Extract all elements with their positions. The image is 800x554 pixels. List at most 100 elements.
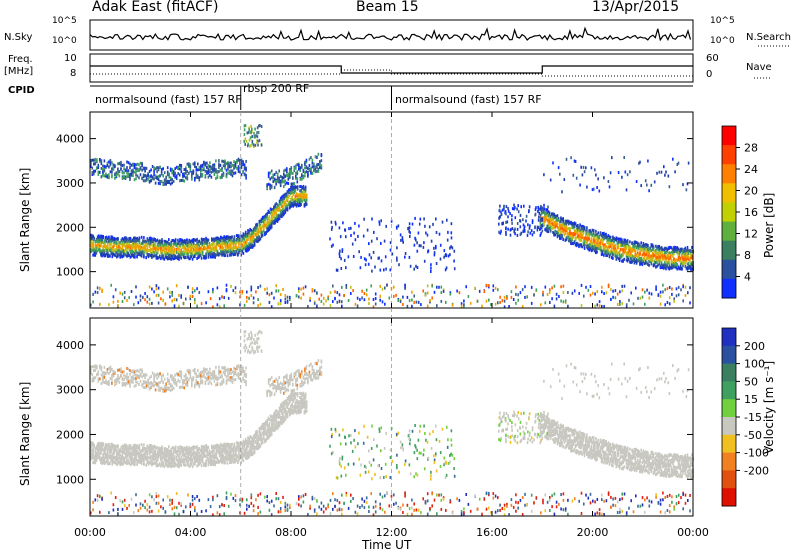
power-cell xyxy=(580,304,583,307)
power-cell xyxy=(229,243,231,247)
power-cell xyxy=(214,254,216,258)
velocity-cell xyxy=(100,446,102,450)
power-cell xyxy=(431,284,433,288)
beam-label: Beam 15 xyxy=(356,0,419,15)
power-cell xyxy=(343,258,346,262)
power-cell xyxy=(522,223,525,227)
power-cell xyxy=(627,246,630,249)
power-cell xyxy=(103,164,106,168)
power-cell xyxy=(265,213,267,217)
power-cell xyxy=(274,205,276,209)
power-cell xyxy=(121,300,124,303)
power-cell xyxy=(450,236,453,240)
power-cell xyxy=(638,258,640,262)
power-cell xyxy=(289,190,291,194)
power-cell xyxy=(109,159,112,162)
power-cell xyxy=(686,246,689,249)
power-cell xyxy=(609,251,612,255)
power-cell xyxy=(492,284,495,288)
power-cell xyxy=(138,163,140,167)
power-cell xyxy=(499,231,502,235)
power-cell xyxy=(640,241,642,245)
power-cell xyxy=(441,220,444,224)
power-cell xyxy=(154,174,157,178)
power-cell xyxy=(215,238,218,242)
power-cell xyxy=(110,283,112,287)
power-cell xyxy=(246,235,248,238)
power-cell xyxy=(341,285,343,289)
power-cell xyxy=(598,304,601,308)
power-cell xyxy=(433,253,436,257)
power-cell xyxy=(379,268,382,272)
power-cell xyxy=(555,216,558,220)
power-cell xyxy=(505,220,507,224)
power-cell xyxy=(308,157,311,161)
power-cell xyxy=(156,249,159,253)
power-cell xyxy=(150,174,152,178)
power-cell xyxy=(483,290,486,293)
power-cell xyxy=(142,167,145,171)
power-cell xyxy=(453,249,456,253)
power-cell xyxy=(211,253,213,257)
power-cell xyxy=(555,217,558,221)
power-cell xyxy=(304,195,307,199)
power-cell xyxy=(125,248,127,252)
power-cell xyxy=(102,235,104,238)
power-cell xyxy=(107,254,109,258)
power-cell xyxy=(121,164,124,167)
power-cell xyxy=(345,266,347,270)
power-cell xyxy=(194,289,196,293)
power-cell xyxy=(443,255,445,259)
power-cell xyxy=(603,305,605,308)
power-cell xyxy=(111,170,113,174)
power-cell xyxy=(294,197,297,201)
power-cell xyxy=(655,244,657,248)
power-cell xyxy=(111,237,114,240)
power-cell xyxy=(168,181,170,185)
power-cell xyxy=(623,240,625,244)
power-cell xyxy=(250,228,253,232)
power-cell xyxy=(560,224,562,228)
power-cell xyxy=(198,244,201,248)
power-cell xyxy=(273,296,275,300)
power-cell xyxy=(368,297,370,301)
power-cell xyxy=(685,255,688,259)
power-cell xyxy=(673,245,675,249)
power-cell xyxy=(675,287,678,291)
power-cell xyxy=(554,233,556,237)
power-cell xyxy=(291,185,293,189)
power-cell xyxy=(359,298,361,302)
power-cell xyxy=(565,220,568,223)
power-cell xyxy=(123,175,125,179)
power-cell xyxy=(212,241,214,245)
power-cell xyxy=(123,290,126,294)
power-cell xyxy=(540,209,543,213)
power-cell xyxy=(249,136,252,140)
power-cell xyxy=(163,244,166,248)
power-cell xyxy=(232,243,235,247)
power-cell xyxy=(549,229,552,233)
power-cell xyxy=(607,234,610,238)
power-cell xyxy=(560,231,562,235)
power-cell xyxy=(130,171,133,175)
power-cell xyxy=(299,198,301,201)
power-cell xyxy=(287,191,290,195)
power-cell xyxy=(233,166,235,170)
power-cell xyxy=(130,163,133,167)
power-cell xyxy=(655,250,657,254)
velocity-cell xyxy=(92,461,94,465)
power-cell xyxy=(679,257,682,260)
power-cell xyxy=(659,251,662,254)
power-cell xyxy=(272,180,274,184)
power-cell xyxy=(668,260,671,264)
power-cell xyxy=(151,165,154,168)
power-cell xyxy=(498,208,501,212)
power-cell xyxy=(668,264,671,268)
power-cell xyxy=(147,241,150,245)
power-cell xyxy=(99,159,101,163)
power-cell xyxy=(684,246,687,250)
power-cell xyxy=(351,242,354,246)
power-cell xyxy=(284,301,287,304)
power-cell xyxy=(249,144,251,148)
power-cell xyxy=(258,238,261,242)
